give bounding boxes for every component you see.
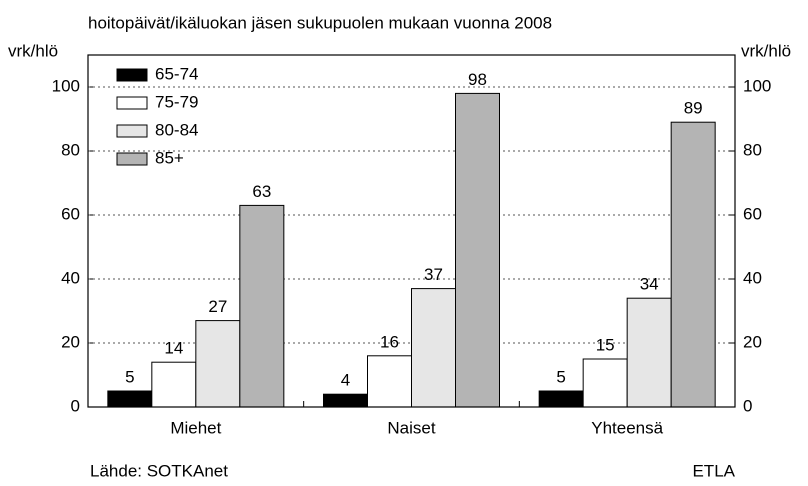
- bar: [367, 355, 412, 408]
- y2-tick-label: 100: [743, 76, 771, 95]
- data-label: 98: [468, 70, 487, 89]
- y2-tick-label: 40: [743, 268, 762, 287]
- bar: [411, 288, 456, 408]
- y-tick-label: 80: [61, 140, 80, 159]
- data-label: 5: [125, 367, 134, 386]
- data-label: 89: [684, 99, 703, 118]
- data-label: 15: [596, 335, 615, 354]
- y2-tick-label: 80: [743, 140, 762, 159]
- bar: [239, 204, 285, 408]
- legend-label: 65-74: [155, 64, 198, 83]
- chart-title: hoitopäivät/ikäluokan jäsen sukupuolen m…: [88, 13, 552, 32]
- legend-swatch: [116, 96, 148, 110]
- y2-axis-label: vrk/hlö: [741, 41, 791, 60]
- bar: [670, 121, 716, 408]
- y-tick-label: 100: [52, 76, 80, 95]
- legend-swatch: [116, 68, 148, 82]
- bar: [323, 393, 368, 408]
- bar: [195, 320, 241, 408]
- bar: [151, 361, 197, 408]
- data-label: 16: [380, 332, 399, 351]
- data-label: 4: [341, 371, 350, 390]
- y2-tick-label: 20: [743, 332, 762, 351]
- data-label: 37: [424, 265, 443, 284]
- y-tick-label: 40: [61, 268, 80, 287]
- data-label: 27: [208, 297, 227, 316]
- bar: [107, 390, 153, 408]
- y-tick-label: 0: [71, 396, 80, 415]
- legend-swatch: [116, 124, 148, 138]
- data-label: 14: [164, 339, 183, 358]
- legend-swatch: [116, 152, 148, 166]
- legend-label: 80-84: [155, 120, 198, 139]
- bar: [455, 92, 500, 408]
- data-label: 34: [640, 275, 659, 294]
- y-axis-label: vrk/hlö: [8, 41, 58, 60]
- x-tick-label: Yhteensä: [591, 418, 663, 437]
- legend-label: 85+: [155, 148, 184, 167]
- bar: [538, 390, 584, 408]
- y-tick-label: 60: [61, 204, 80, 223]
- x-tick-label: Miehet: [170, 418, 221, 437]
- y2-tick-label: 60: [743, 204, 762, 223]
- plot-frame: [87, 54, 736, 408]
- y-tick-label: 20: [61, 332, 80, 351]
- y2-tick-label: 0: [743, 396, 752, 415]
- credit: ETLA: [692, 461, 735, 480]
- data-label: 63: [252, 182, 271, 201]
- legend-label: 75-79: [155, 92, 198, 111]
- data-label: 5: [556, 367, 565, 386]
- bar: [626, 297, 672, 408]
- bar: [582, 358, 628, 408]
- source: Lähde: SOTKAnet: [90, 461, 228, 480]
- x-tick-label: Naiset: [387, 418, 435, 437]
